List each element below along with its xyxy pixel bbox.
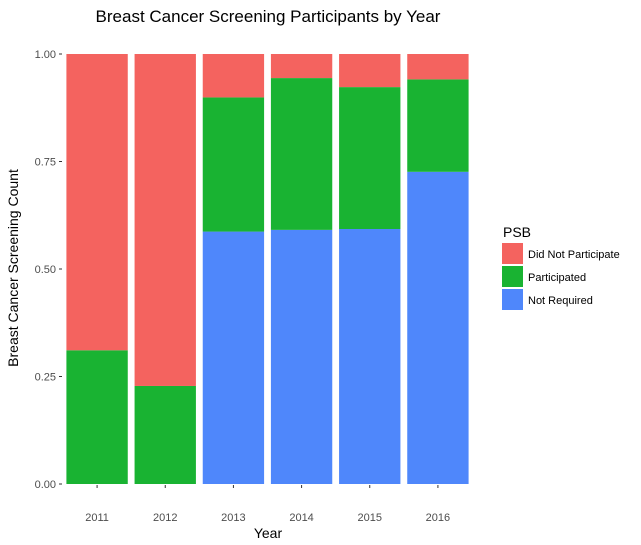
y-tick-label: 0.50	[35, 264, 56, 276]
legend-label: Participated	[528, 272, 586, 284]
bar-2013-did-not-participate	[202, 54, 265, 98]
x-tick-label: 2011	[85, 512, 109, 524]
bar-2013-participated	[202, 97, 265, 232]
y-tick-label: 1.00	[35, 49, 56, 61]
bar-2013-not-required	[202, 231, 265, 484]
x-tick-label: 2013	[221, 512, 245, 524]
bars-group	[66, 54, 469, 484]
x-axis-label: Year	[254, 525, 283, 541]
bar-2015-not-required	[339, 229, 401, 484]
bar-2016-participated	[407, 79, 469, 172]
x-tick-label: 2015	[358, 512, 382, 524]
x-axis: 2011 2012 2013 2014 2015 2016	[85, 485, 450, 524]
y-axis-label: Breast Cancer Screening Count	[5, 169, 21, 367]
bar-2015-did-not-participate	[339, 54, 401, 88]
bar-2012-participated	[134, 385, 196, 484]
legend-label: Did Not Participate	[528, 249, 620, 261]
bar-2011-did-not-participate	[66, 54, 128, 351]
legend-title: PSB	[503, 224, 531, 240]
bar-2012-did-not-participate	[134, 54, 196, 386]
y-tick-label: 0.25	[35, 372, 56, 384]
x-tick-label: 2012	[153, 512, 177, 524]
bar-2016-did-not-participate	[407, 54, 469, 80]
legend-swatch-participated	[502, 266, 523, 287]
bar-2015-participated	[339, 87, 401, 230]
legend-label: Not Required	[528, 295, 593, 307]
bar-2014-did-not-participate	[270, 54, 333, 79]
bar-2014-not-required	[270, 229, 333, 484]
x-tick-label: 2014	[289, 512, 313, 524]
bar-2016-not-required	[407, 171, 469, 484]
bar-2014-participated	[270, 78, 333, 230]
y-tick-label: 0.00	[35, 479, 56, 491]
legend-swatch-did-not-participate	[502, 243, 523, 264]
y-axis: 0.00 0.25 0.50 0.75 1.00	[35, 49, 62, 491]
legend-swatch-not-required	[502, 289, 523, 310]
y-tick-label: 0.75	[35, 157, 56, 169]
bar-2011-participated	[66, 350, 128, 484]
legend: PSB Did Not Participate Participated Not R…	[502, 224, 620, 310]
chart-title: Breast Cancer Screening Participants by …	[96, 7, 441, 26]
x-tick-label: 2016	[426, 512, 450, 524]
